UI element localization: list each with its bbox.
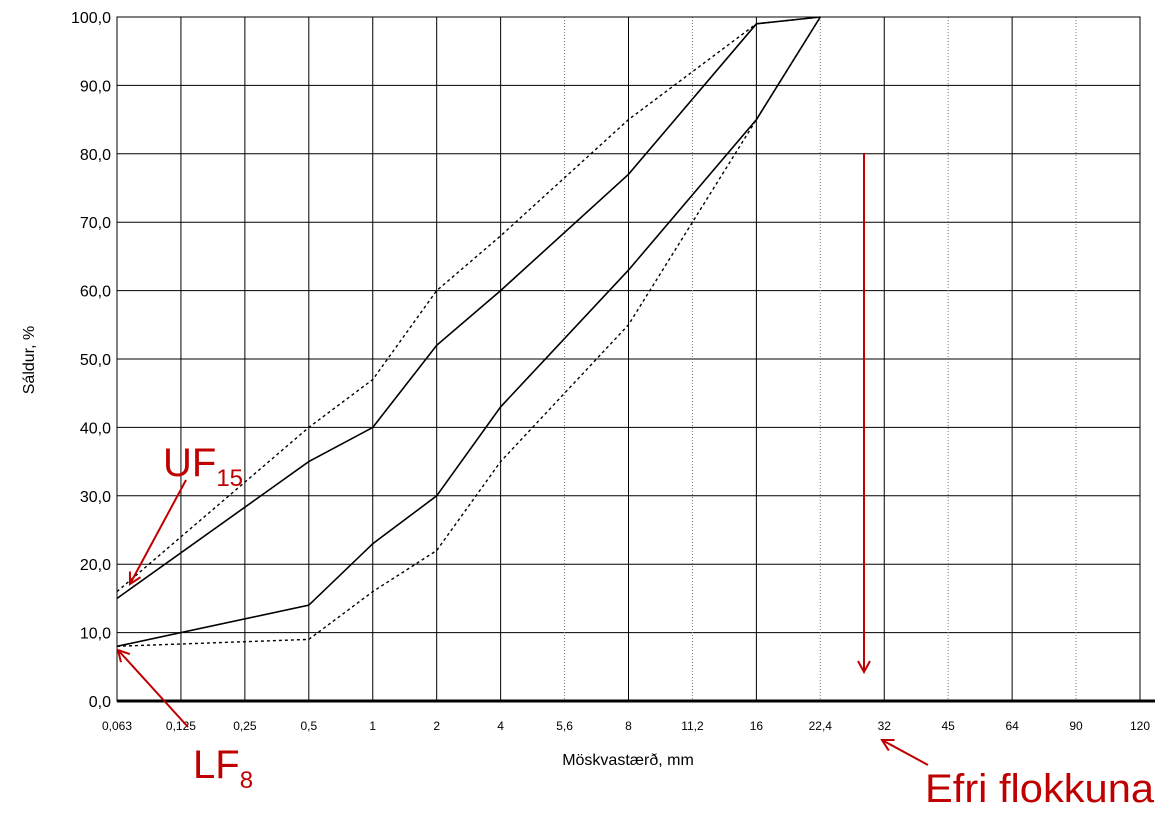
lf-subscript: 8: [240, 767, 253, 794]
uf-label: UF: [163, 441, 216, 485]
x-axis-label: Möskvastærð, mm: [562, 752, 694, 769]
x-tick-label: 0,125: [166, 719, 196, 733]
x-tick-labels: 0,063 0,125 0,25 0,5 1 2 4 5,6 8 11,2 16 22,4 32 45 64…: [102, 719, 1150, 733]
x-tick-label: 2: [433, 719, 440, 733]
x-tick-label: 0,063: [102, 719, 132, 733]
uf-arrow: [130, 479, 187, 584]
y-tick-label: 80,0: [80, 147, 111, 164]
y-tick-label: 50,0: [80, 352, 111, 369]
x-tick-label: 0,25: [233, 719, 257, 733]
x-tick-label: 90: [1069, 719, 1083, 733]
solid-limit-line-0: [116, 16, 821, 600]
solid-limit-line-1: [116, 16, 821, 648]
x-tick-label: 4: [497, 719, 504, 733]
efri-annotation: Efri flokkuna: [925, 767, 1155, 811]
x-tick-label: 0,5: [300, 719, 317, 733]
y-tick-label: 30,0: [80, 489, 111, 506]
x-tick-label: 45: [942, 719, 956, 733]
y-tick-label: 60,0: [80, 284, 111, 301]
series-lines: [116, 16, 821, 648]
x-tick-label: 1: [369, 719, 376, 733]
lf-arrow: [118, 650, 189, 728]
lf-label: LF: [193, 743, 240, 787]
x-tick-label: 22,4: [809, 719, 833, 733]
x-tick-label: 16: [750, 719, 764, 733]
y-tick-label: 70,0: [80, 215, 111, 232]
grid: [116, 16, 1155, 703]
lf-annotation: LF8: [193, 743, 253, 794]
x-tick-label: 11,2: [681, 719, 704, 733]
annotations: UF15 LF8 Efri flokkuna: [118, 153, 1155, 811]
y-tick-label: 0,0: [89, 694, 111, 711]
y-tick-label: 20,0: [80, 557, 111, 574]
efri-diagonal-arrow: [882, 740, 929, 766]
y-axis-label: Sáldur, %: [21, 326, 38, 394]
x-tick-label: 5,6: [556, 719, 573, 733]
y-tick-label: 40,0: [80, 420, 111, 437]
x-tick-label: 8: [625, 719, 632, 733]
y-tick-labels: 0,0 10,0 20,0 30,0 40,0 50,0 60,0 70,0 80,0 90,0 1…: [71, 10, 111, 711]
y-tick-label: 90,0: [80, 78, 111, 95]
uf-subscript: 15: [216, 465, 243, 492]
y-tick-label: 100,0: [71, 10, 111, 27]
x-tick-label: 120: [1130, 719, 1150, 733]
uf-annotation: UF15: [163, 441, 243, 492]
y-tick-label: 10,0: [80, 626, 111, 643]
dashed-limit-line-3: [116, 16, 821, 647]
plot-frame: [116, 16, 1141, 702]
x-tick-label: 64: [1005, 719, 1019, 733]
dashed-limit-line-2: [116, 16, 821, 593]
x-tick-label: 32: [878, 719, 892, 733]
